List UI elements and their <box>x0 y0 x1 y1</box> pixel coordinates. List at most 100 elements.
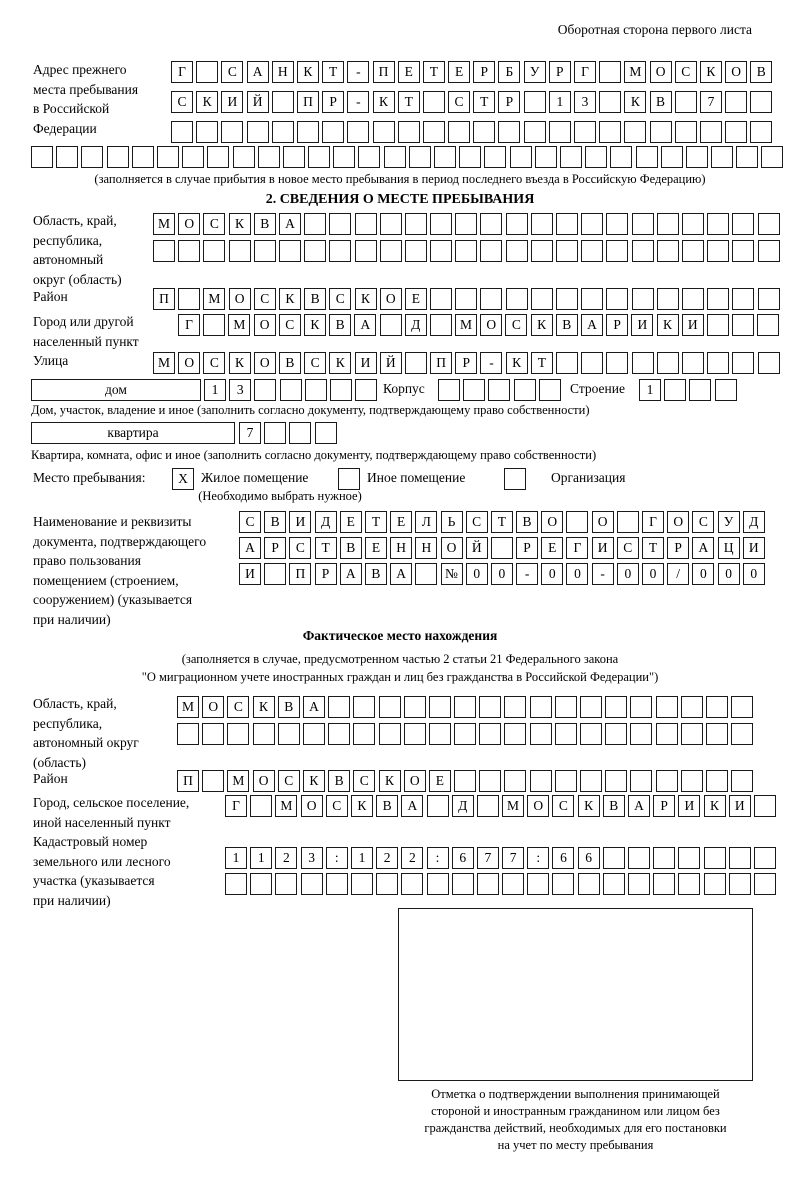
char-cell[interactable] <box>498 121 521 143</box>
char-cell[interactable]: 1 <box>639 379 661 401</box>
char-cell[interactable] <box>552 873 575 895</box>
char-cell[interactable]: К <box>530 314 553 336</box>
stroenie-cells[interactable]: 1 <box>639 379 740 401</box>
char-cell[interactable] <box>328 723 351 745</box>
char-cell[interactable] <box>731 696 754 718</box>
char-cell[interactable]: С <box>674 61 697 83</box>
char-cell[interactable] <box>705 723 728 745</box>
char-cell[interactable]: С <box>353 770 376 792</box>
char-cell[interactable]: И <box>239 563 261 585</box>
char-cell[interactable]: С <box>616 537 639 559</box>
char-cell[interactable] <box>354 240 377 262</box>
char-cell[interactable]: Р <box>606 314 629 336</box>
char-cell[interactable]: Ц <box>717 537 740 559</box>
char-cell[interactable]: 3 <box>229 379 252 401</box>
char-cell[interactable] <box>171 121 193 143</box>
char-cell[interactable] <box>529 723 552 745</box>
char-cell[interactable] <box>358 146 381 168</box>
char-cell[interactable] <box>581 213 604 235</box>
char-cell[interactable]: 1 <box>204 379 226 401</box>
char-cell[interactable]: К <box>505 352 528 374</box>
char-cell[interactable]: Е <box>339 511 362 533</box>
char-cell[interactable]: М <box>153 213 175 235</box>
char-cell[interactable]: В <box>253 213 276 235</box>
char-cell[interactable] <box>404 240 427 262</box>
char-cell[interactable]: И <box>289 511 312 533</box>
char-cell[interactable]: В <box>602 795 625 817</box>
char-cell[interactable] <box>707 288 730 310</box>
char-cell[interactable]: 0 <box>465 563 488 585</box>
stay-type-checkbox-zhiloe[interactable]: X <box>172 468 194 490</box>
char-cell[interactable]: С <box>221 61 244 83</box>
char-cell[interactable] <box>271 121 294 143</box>
char-cell[interactable]: У <box>523 61 546 83</box>
char-cell[interactable] <box>703 847 726 869</box>
char-cell[interactable]: 7 <box>239 422 261 444</box>
char-cell[interactable] <box>347 121 370 143</box>
char-cell[interactable]: И <box>591 537 614 559</box>
char-cell[interactable] <box>681 213 704 235</box>
char-cell[interactable] <box>56 146 79 168</box>
char-cell[interactable]: М <box>227 770 250 792</box>
char-cell[interactable]: С <box>277 770 300 792</box>
char-cell[interactable]: В <box>649 91 672 113</box>
char-cell[interactable] <box>178 288 201 310</box>
char-cell[interactable]: И <box>221 91 244 113</box>
char-cell[interactable]: С <box>278 314 301 336</box>
char-cell[interactable] <box>428 696 451 718</box>
char-cell[interactable] <box>308 146 331 168</box>
char-cell[interactable] <box>333 146 356 168</box>
char-cell[interactable] <box>438 379 460 401</box>
char-cell[interactable]: П <box>153 288 175 310</box>
char-cell[interactable] <box>674 91 697 113</box>
char-cell[interactable] <box>630 723 653 745</box>
char-cell[interactable] <box>728 873 751 895</box>
char-cell[interactable]: О <box>253 314 276 336</box>
char-cell[interactable] <box>289 422 312 444</box>
char-cell[interactable] <box>353 723 376 745</box>
char-cell[interactable]: Р <box>455 352 478 374</box>
flat-cells[interactable]: 7 <box>239 422 340 444</box>
char-cell[interactable]: Т <box>530 352 553 374</box>
char-cell[interactable]: 1 <box>350 847 373 869</box>
char-cell[interactable] <box>714 379 737 401</box>
char-cell[interactable]: И <box>742 537 765 559</box>
char-cell[interactable] <box>581 240 604 262</box>
char-cell[interactable]: - <box>516 563 539 585</box>
char-cell[interactable]: 0 <box>566 563 589 585</box>
char-cell[interactable] <box>605 770 628 792</box>
char-cell[interactable] <box>404 213 427 235</box>
char-cell[interactable] <box>680 723 703 745</box>
char-cell[interactable]: Е <box>404 288 427 310</box>
char-cell[interactable]: Р <box>473 61 496 83</box>
char-cell[interactable]: Е <box>364 537 387 559</box>
char-cell[interactable] <box>353 696 376 718</box>
char-cell[interactable] <box>761 146 784 168</box>
stamp-box[interactable] <box>398 908 753 1081</box>
char-cell[interactable] <box>554 696 577 718</box>
char-cell[interactable]: А <box>246 61 269 83</box>
char-cell[interactable]: Е <box>390 511 413 533</box>
char-cell[interactable] <box>252 723 275 745</box>
char-cell[interactable] <box>580 696 602 718</box>
document-row-3[interactable]: И П Р А В А № 0 0-0 0-0 0/0 0 0 <box>239 563 768 585</box>
char-cell[interactable]: Й <box>379 352 402 374</box>
char-cell[interactable]: А <box>628 795 650 817</box>
char-cell[interactable]: Н <box>271 61 294 83</box>
char-cell[interactable] <box>566 511 589 533</box>
char-cell[interactable] <box>455 288 478 310</box>
char-cell[interactable]: - <box>347 61 370 83</box>
char-cell[interactable] <box>455 213 478 235</box>
char-cell[interactable]: 2 <box>376 847 399 869</box>
char-cell[interactable]: О <box>725 61 748 83</box>
char-cell[interactable]: К <box>350 795 373 817</box>
char-cell[interactable] <box>706 314 729 336</box>
char-cell[interactable] <box>656 240 679 262</box>
char-cell[interactable]: Т <box>364 511 387 533</box>
char-cell[interactable] <box>480 288 503 310</box>
char-cell[interactable] <box>302 723 325 745</box>
